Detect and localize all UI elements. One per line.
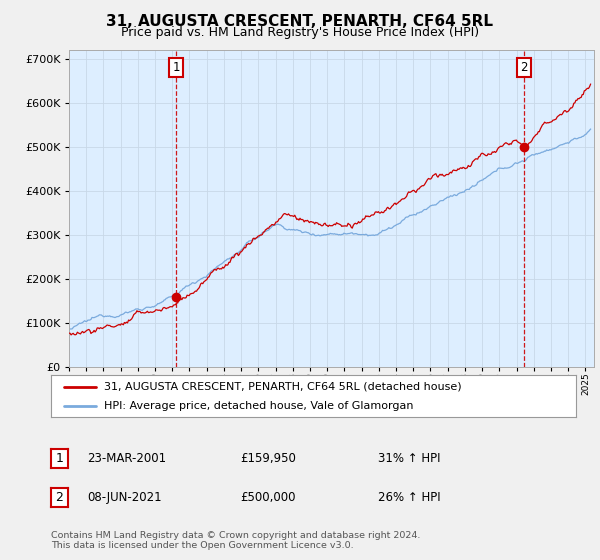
- Text: £500,000: £500,000: [240, 491, 296, 505]
- Text: 26% ↑ HPI: 26% ↑ HPI: [378, 491, 440, 505]
- Text: 23-MAR-2001: 23-MAR-2001: [87, 452, 166, 465]
- Text: 08-JUN-2021: 08-JUN-2021: [87, 491, 161, 505]
- Text: 1: 1: [172, 62, 180, 74]
- Text: HPI: Average price, detached house, Vale of Glamorgan: HPI: Average price, detached house, Vale…: [104, 401, 413, 411]
- Text: £159,950: £159,950: [240, 452, 296, 465]
- Text: 31% ↑ HPI: 31% ↑ HPI: [378, 452, 440, 465]
- Text: 2: 2: [55, 491, 64, 504]
- Text: Contains HM Land Registry data © Crown copyright and database right 2024.
This d: Contains HM Land Registry data © Crown c…: [51, 530, 421, 550]
- Text: Price paid vs. HM Land Registry's House Price Index (HPI): Price paid vs. HM Land Registry's House …: [121, 26, 479, 39]
- Text: 31, AUGUSTA CRESCENT, PENARTH, CF64 5RL: 31, AUGUSTA CRESCENT, PENARTH, CF64 5RL: [107, 14, 493, 29]
- Text: 31, AUGUSTA CRESCENT, PENARTH, CF64 5RL (detached house): 31, AUGUSTA CRESCENT, PENARTH, CF64 5RL …: [104, 381, 461, 391]
- Text: 2: 2: [520, 62, 528, 74]
- Text: 1: 1: [55, 452, 64, 465]
